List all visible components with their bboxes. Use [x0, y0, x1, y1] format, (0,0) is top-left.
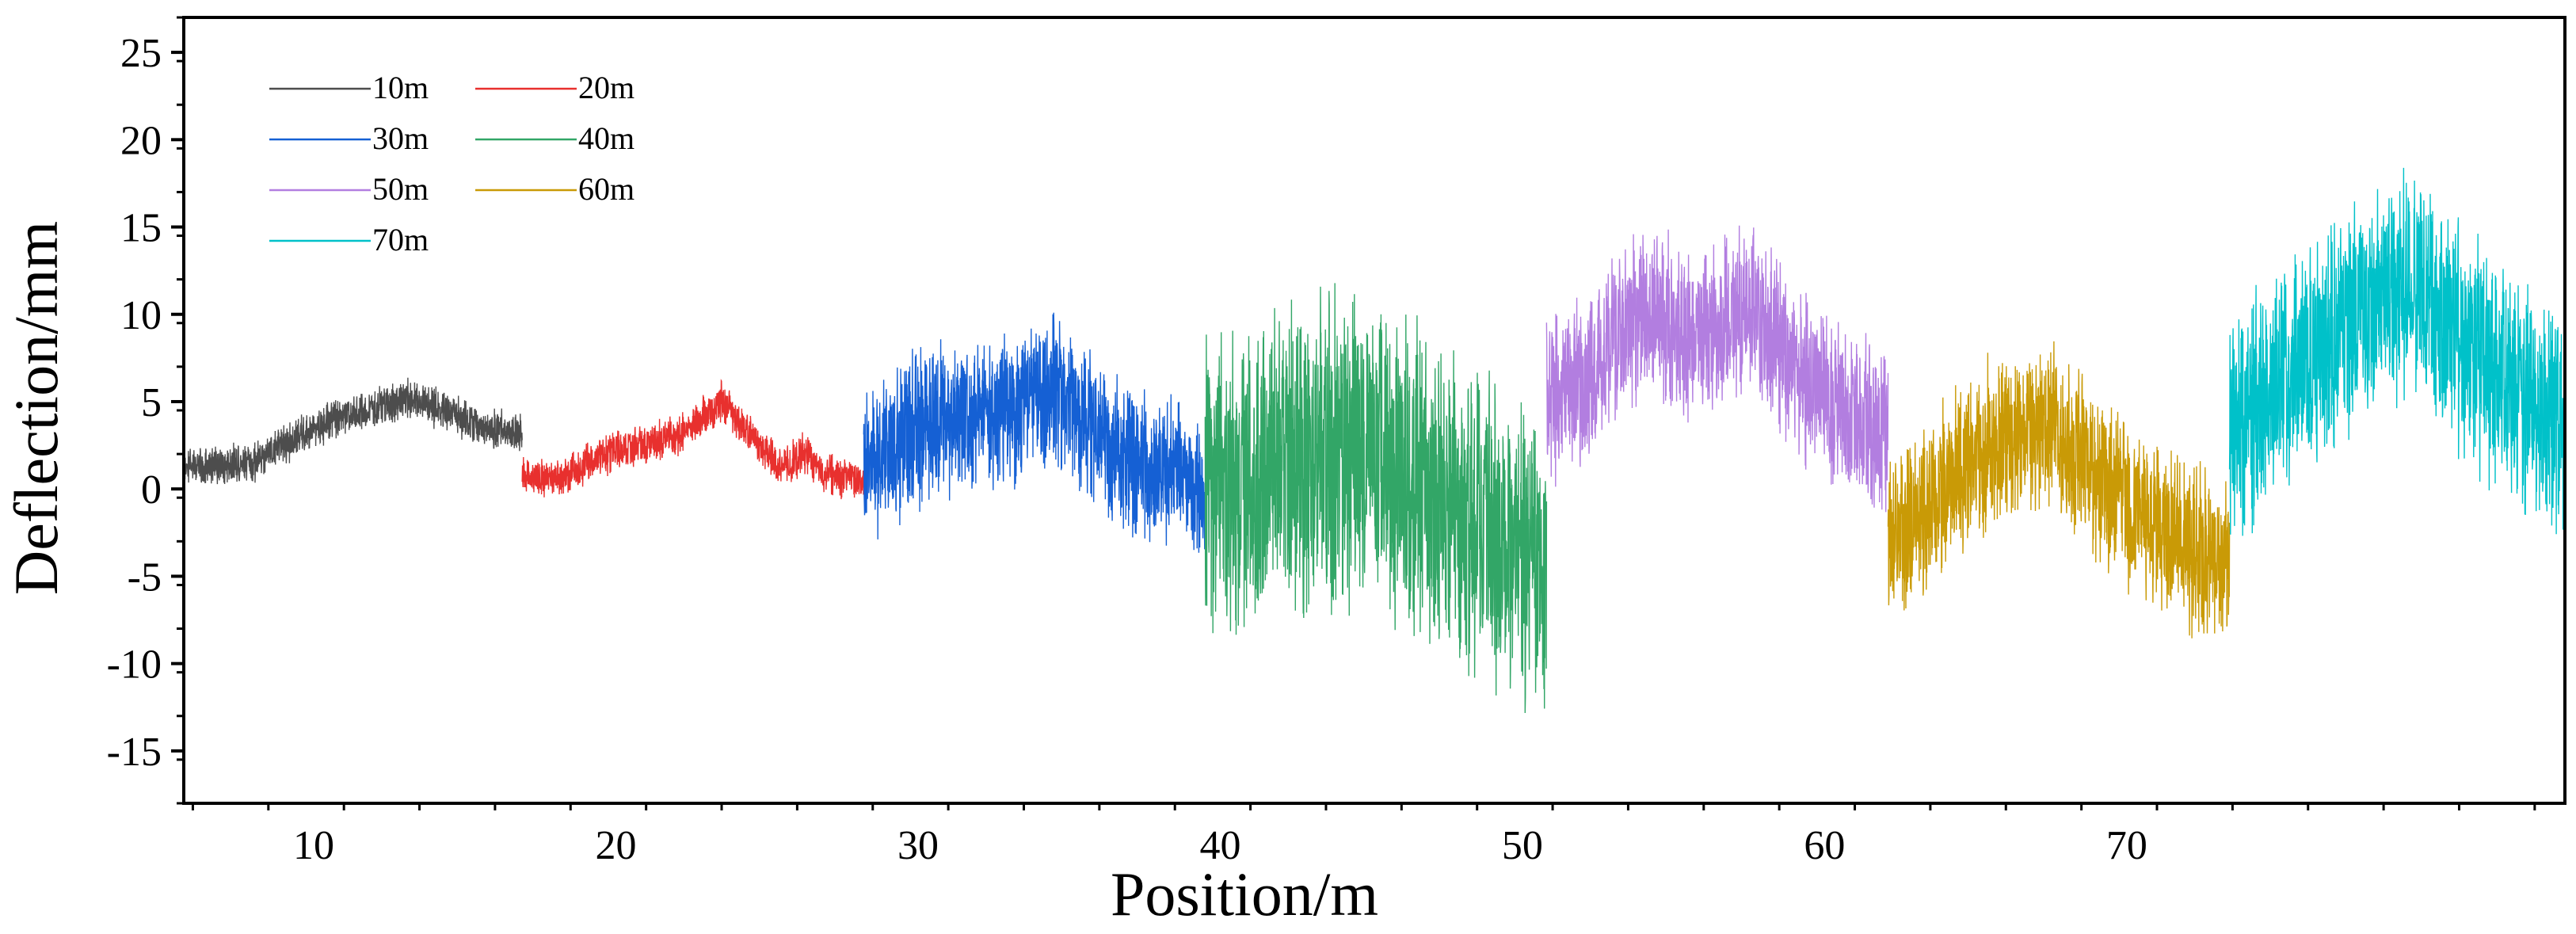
- series-line-70m: [2228, 167, 2565, 536]
- legend-label-30m: 30m: [372, 120, 429, 156]
- series-layer: [184, 167, 2565, 714]
- legend-label-20m: 20m: [578, 70, 634, 105]
- y-tick-label: 10: [120, 293, 162, 338]
- x-tick-label: 70: [2106, 823, 2147, 868]
- y-tick-label: 0: [141, 467, 162, 513]
- y-tick-label: 20: [120, 118, 162, 163]
- legend-label-10m: 10m: [372, 70, 429, 105]
- series-line-30m: [863, 312, 1206, 553]
- x-tick-label: 20: [596, 823, 637, 868]
- y-tick-label: 25: [120, 31, 162, 76]
- series-line-10m: [184, 377, 523, 485]
- y-axis-title: Deflection/mm: [2, 221, 70, 595]
- axes-layer: -15 -10 -5 0 5 10 15 20 25 10 20 30 40 50 60 70: [107, 16, 2566, 868]
- y-tick-label: -15: [107, 730, 162, 775]
- x-axis-title: Position/m: [1111, 860, 1378, 928]
- legend: 10m 20m 30m 40m 50m 60m 70m: [269, 70, 634, 257]
- x-tick-label: 50: [1502, 823, 1543, 868]
- y-tick-label: 5: [141, 380, 162, 425]
- x-tick-label: 10: [293, 823, 334, 868]
- legend-label-70m: 70m: [372, 222, 429, 257]
- series-line-60m: [1887, 341, 2231, 639]
- series-line-50m: [1545, 225, 1889, 513]
- y-tick-label: 15: [120, 206, 162, 251]
- x-tick-label: 30: [897, 823, 939, 868]
- legend-label-50m: 50m: [372, 171, 429, 207]
- x-tick-label: 40: [1199, 823, 1240, 868]
- y-tick-label: -10: [107, 642, 162, 688]
- x-tick-label: 60: [1804, 823, 1845, 868]
- series-line-20m: [521, 379, 864, 500]
- series-line-40m: [1204, 283, 1548, 714]
- y-tick-label: -5: [128, 555, 162, 600]
- legend-label-60m: 60m: [578, 171, 634, 207]
- legend-label-40m: 40m: [578, 120, 634, 156]
